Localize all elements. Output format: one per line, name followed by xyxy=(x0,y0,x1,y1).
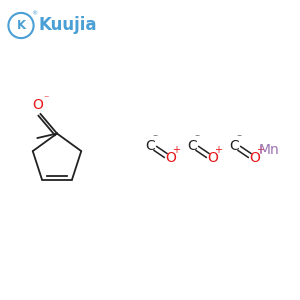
Text: +: + xyxy=(172,145,180,155)
Text: ⁻: ⁻ xyxy=(195,133,200,143)
Text: ⁻: ⁻ xyxy=(153,133,158,143)
Text: C: C xyxy=(187,139,197,152)
Text: K: K xyxy=(16,19,26,32)
Text: O: O xyxy=(165,151,176,164)
Text: +: + xyxy=(256,145,264,155)
Text: ®: ® xyxy=(31,12,37,16)
Text: C: C xyxy=(229,139,239,152)
Text: Kuujia: Kuujia xyxy=(38,16,97,34)
Text: +: + xyxy=(214,145,222,155)
Text: O: O xyxy=(32,98,43,112)
Text: O: O xyxy=(207,151,218,164)
Text: C: C xyxy=(145,139,155,152)
Text: Mn: Mn xyxy=(258,143,279,157)
Text: ⁻: ⁻ xyxy=(237,133,242,143)
Text: O: O xyxy=(249,151,260,164)
Text: ⁻: ⁻ xyxy=(44,94,49,104)
